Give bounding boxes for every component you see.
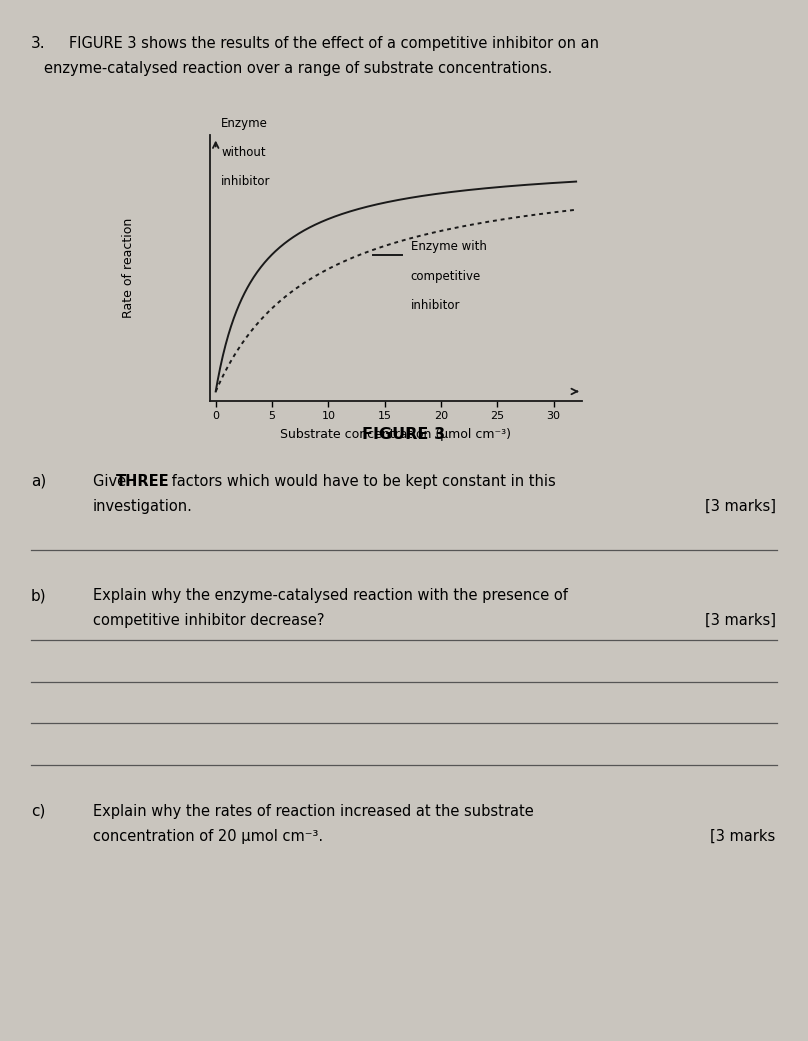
Text: [3 marks]: [3 marks]	[705, 613, 776, 628]
Text: concentration of 20 μmol cm⁻³.: concentration of 20 μmol cm⁻³.	[93, 829, 323, 843]
Text: competitive: competitive	[410, 270, 481, 282]
Text: inhibitor: inhibitor	[221, 176, 271, 188]
Text: Explain why the rates of reaction increased at the substrate: Explain why the rates of reaction increa…	[93, 804, 533, 818]
Text: Give: Give	[93, 474, 131, 488]
Text: without: without	[221, 146, 266, 159]
Text: Enzyme: Enzyme	[221, 117, 268, 130]
Text: FIGURE 3: FIGURE 3	[363, 427, 445, 441]
Text: b): b)	[31, 588, 46, 603]
Text: 3.: 3.	[31, 36, 45, 51]
Text: Explain why the enzyme-catalysed reaction with the presence of: Explain why the enzyme-catalysed reactio…	[93, 588, 568, 603]
X-axis label: Substrate concentration (μmol cm⁻³): Substrate concentration (μmol cm⁻³)	[280, 428, 511, 441]
Text: Rate of reaction: Rate of reaction	[122, 218, 135, 319]
Text: FIGURE 3 shows the results of the effect of a competitive inhibitor on an: FIGURE 3 shows the results of the effect…	[69, 36, 599, 51]
Text: THREE: THREE	[116, 474, 169, 488]
Text: inhibitor: inhibitor	[410, 299, 461, 311]
Text: factors which would have to be kept constant in this: factors which would have to be kept cons…	[167, 474, 556, 488]
Text: investigation.: investigation.	[93, 499, 193, 513]
Text: [3 marks]: [3 marks]	[705, 499, 776, 513]
Text: competitive inhibitor decrease?: competitive inhibitor decrease?	[93, 613, 325, 628]
Text: enzyme-catalysed reaction over a range of substrate concentrations.: enzyme-catalysed reaction over a range o…	[44, 61, 553, 76]
Text: Enzyme with: Enzyme with	[410, 240, 486, 253]
Text: c): c)	[31, 804, 45, 818]
Text: [3 marks: [3 marks	[710, 829, 776, 843]
Text: a): a)	[31, 474, 46, 488]
